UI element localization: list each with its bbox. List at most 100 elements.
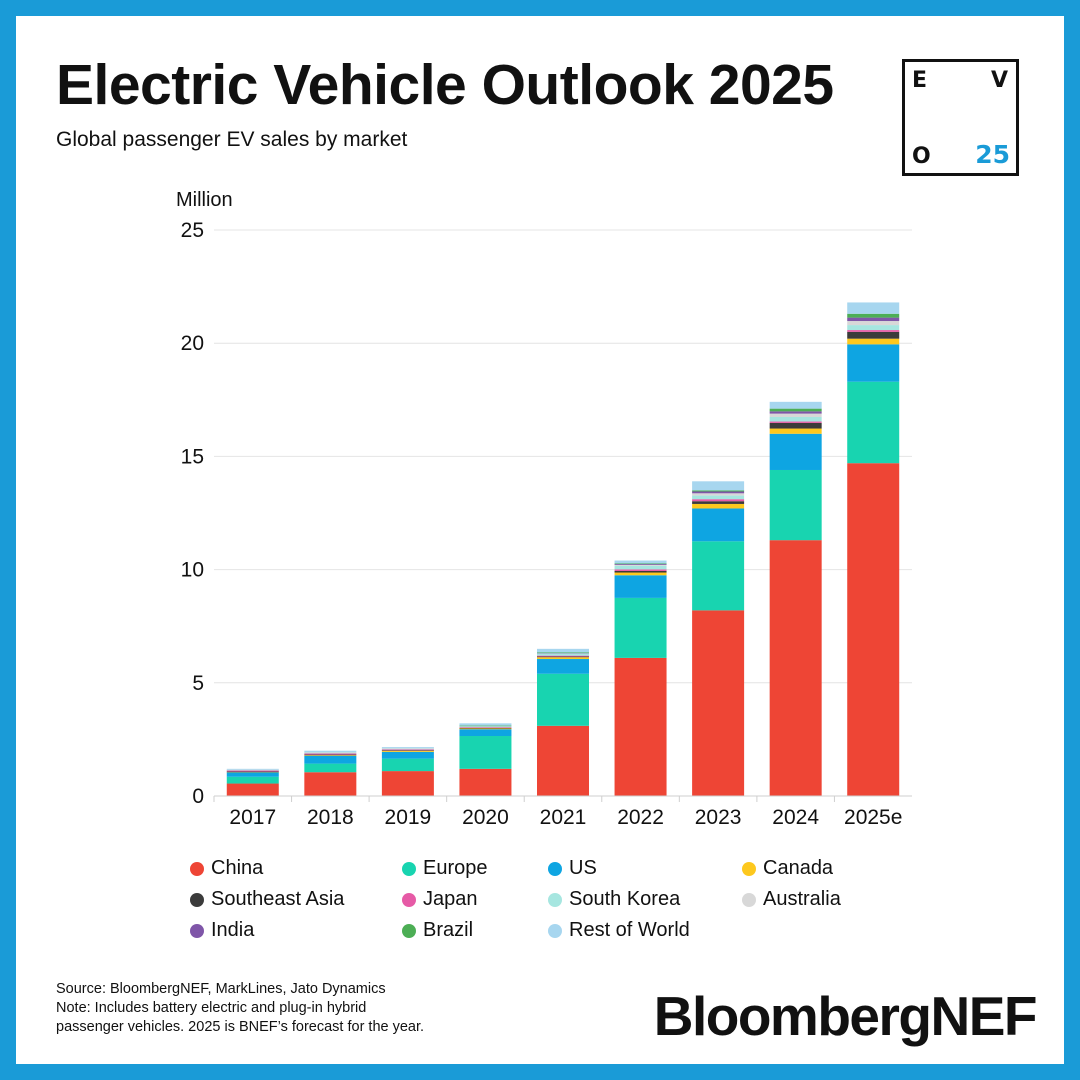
legend-swatch: [742, 861, 756, 876]
bar-segment-europe-2024: [769, 469, 822, 541]
bar-segment-us-2017: [226, 772, 279, 777]
bar-segment-canada-2018: [304, 754, 357, 756]
bar-segment-south-korea-2025e: [847, 325, 900, 331]
bar-segment-us-2021: [537, 659, 589, 674]
bar-segment-europe-2017: [226, 776, 279, 784]
bar-segment-japan-2020: [459, 727, 512, 728]
legend-swatch: [402, 923, 416, 938]
chart-subtitle: Global passenger EV sales by market: [56, 128, 408, 151]
bar-segment-australia-2017: [226, 769, 279, 771]
bar-segment-rest-of-world-2024: [769, 401, 822, 409]
bar-segment-china-2018: [304, 772, 357, 796]
legend: China Europe US Canada Southeast Asia Japan So…: [190, 857, 890, 941]
y-tick-label: 0: [192, 785, 204, 808]
source-notes: Source: BloombergNEF, MarkLines, Jato Dy…: [56, 980, 486, 1037]
x-tick-label: 2024: [772, 806, 819, 829]
y-tick-label: 10: [181, 559, 204, 582]
bar-segment-canada-2020: [459, 728, 512, 730]
bar-segment-south-korea-2020: [459, 726, 512, 728]
bar-segment-us-2020: [459, 729, 512, 737]
bar-segment-china-2023: [692, 610, 745, 796]
x-tick-label: 2021: [540, 806, 587, 829]
bar-segment-south-korea-2019: [381, 748, 434, 750]
logo-letter-e: E: [912, 68, 928, 93]
bar-segment-us-2019: [381, 751, 434, 759]
x-tick-label: 2018: [307, 806, 354, 829]
bar-segment-southeast-asia-2023: [692, 501, 745, 504]
bar-segment-southeast-asia-2018: [304, 754, 357, 756]
bar-segment-southeast-asia-2017: [226, 771, 279, 773]
x-tick-label: 2020: [462, 806, 509, 829]
legend-label: Europe: [423, 857, 488, 879]
bar-segment-rest-of-world-2025e: [847, 302, 900, 314]
bar-segment-australia-2025e: [847, 321, 900, 326]
bar-segment-europe-2018: [304, 763, 357, 773]
legend-swatch: [402, 892, 416, 907]
bar-segment-rest-of-world-2019: [381, 747, 434, 749]
legend-item-us: US: [548, 857, 742, 879]
y-tick-label: 20: [181, 332, 204, 355]
legend-swatch: [190, 861, 204, 876]
evo-logo: E V O 25: [902, 59, 1019, 176]
bar-segment-china-2022: [614, 657, 667, 796]
bar-segment-canada-2024: [769, 428, 822, 434]
legend-swatch: [548, 923, 562, 938]
bar-segment-southeast-asia-2019: [381, 750, 434, 751]
bar-segment-rest-of-world-2021: [537, 648, 589, 653]
legend-item-southeast-asia: Southeast Asia: [190, 888, 402, 910]
legend-label: Southeast Asia: [211, 888, 345, 910]
bar-segment-southeast-asia-2024: [769, 422, 822, 429]
legend-label: Brazil: [423, 919, 474, 941]
bar-segment-south-korea-2021: [537, 653, 589, 656]
bar-segment-us-2024: [769, 433, 822, 470]
logo-letter-o: O: [912, 144, 931, 169]
bar-segment-australia-2022: [614, 564, 667, 566]
x-tick-label: 2022: [617, 806, 664, 829]
bar-segment-australia-2023: [692, 493, 745, 496]
bar-segment-canada-2025e: [847, 338, 900, 345]
legend-item-japan: Japan: [402, 888, 548, 910]
bar-segment-china-2024: [769, 540, 822, 796]
note-text-line1: Note: Includes battery electric and plug…: [56, 1000, 367, 1016]
legend-item-rest-of-world: Rest of World: [548, 919, 742, 941]
bar-segment-china-2019: [381, 771, 434, 796]
bar-segment-south-korea-2018: [304, 752, 357, 754]
bar-segment-japan-2025e: [847, 330, 900, 332]
logo-number: 25: [975, 140, 1010, 169]
bar-segment-europe-2025e: [847, 381, 900, 464]
bar-segment-japan-2024: [769, 421, 822, 423]
bar-segment-brazil-2022: [614, 563, 667, 565]
bar-segment-southeast-asia-2025e: [847, 331, 900, 339]
axes: 0 5 10 15 20 25 2017 2018 2019 2020 2021 2022 2023 20…: [181, 219, 912, 829]
bar-segment-europe-2022: [614, 597, 667, 658]
bar-segment-india-2024: [769, 411, 822, 414]
bar-segment-us-2025e: [847, 344, 900, 382]
legend-item-australia: Australia: [742, 888, 890, 910]
source-text: Source: BloombergNEF, MarkLines, Jato Dy…: [56, 981, 386, 997]
bar-segment-china-2025e: [847, 463, 900, 796]
legend-swatch: [742, 892, 756, 907]
bar-segment-china-2017: [226, 783, 279, 796]
legend-swatch: [402, 861, 416, 876]
bar-segment-australia-2024: [769, 413, 822, 418]
bar-segment-canada-2023: [692, 503, 745, 509]
bar-segment-china-2021: [537, 725, 589, 796]
bar-segment-rest-of-world-2018: [304, 750, 357, 753]
bar-segment-us-2023: [692, 508, 745, 542]
y-tick-label: 15: [181, 445, 204, 468]
bar-segment-japan-2021: [537, 655, 589, 657]
bar-segment-southeast-asia-2020: [459, 727, 512, 729]
bar-segment-australia-2018: [304, 752, 357, 753]
legend-swatch: [190, 892, 204, 907]
y-axis-label: Million: [176, 189, 233, 211]
y-tick-label: 5: [192, 672, 204, 695]
bar-segment-japan-2023: [692, 499, 745, 502]
bar-segment-europe-2020: [459, 736, 512, 769]
bar-segment-india-2022: [614, 563, 667, 565]
legend-item-europe: Europe: [402, 857, 548, 879]
bar-segment-canada-2022: [614, 572, 667, 576]
logo-letter-v: V: [990, 68, 1008, 93]
stacked-bar-chart: 0 5 10 15 20 25 2017 2018 2019 2020 2021 2022 2023 20…: [176, 189, 912, 829]
bar-segment-canada-2019: [381, 750, 434, 752]
legend-label: Canada: [763, 857, 834, 879]
